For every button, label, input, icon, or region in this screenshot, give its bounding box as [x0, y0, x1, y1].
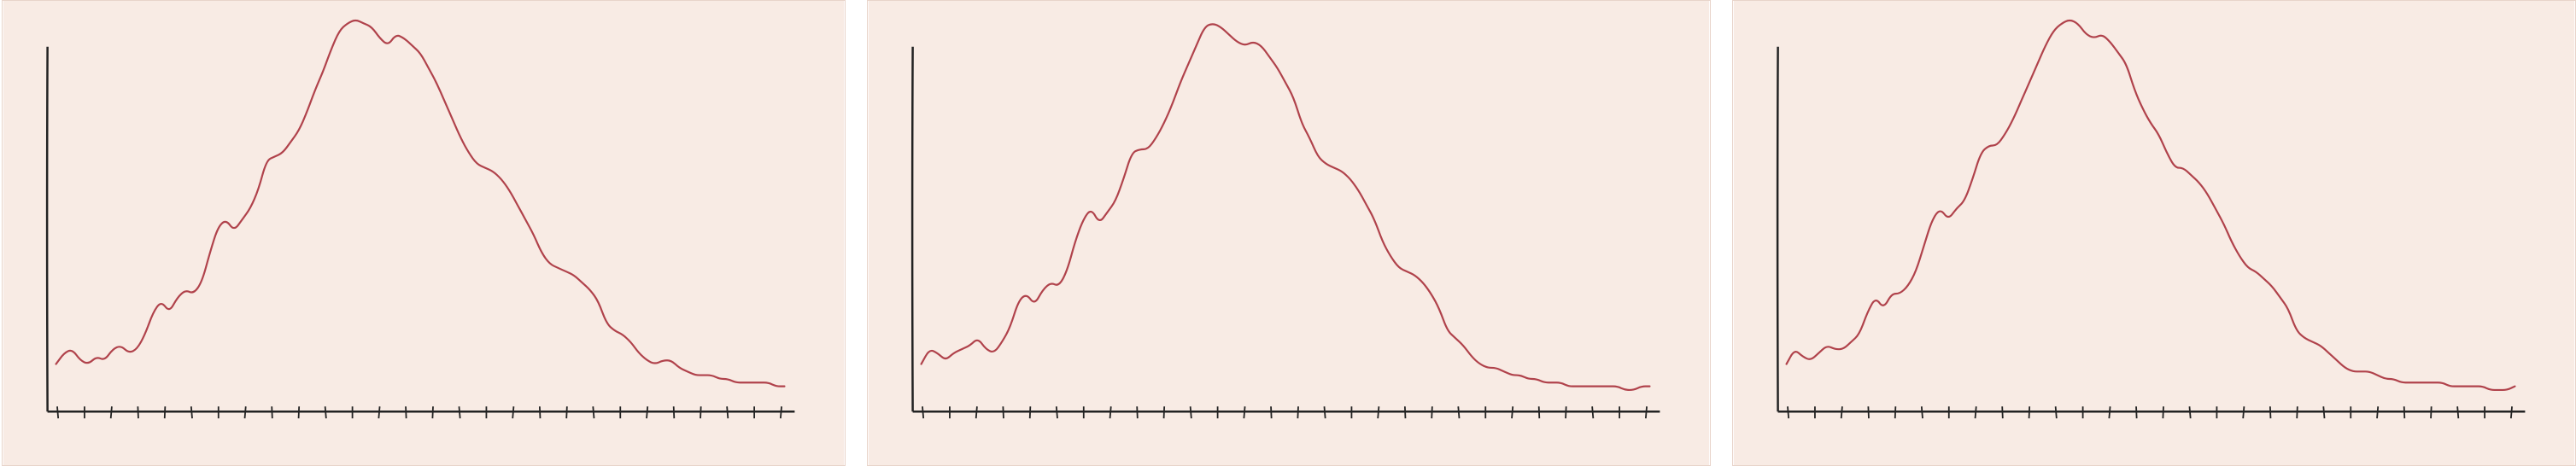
- x-tick: [1323, 406, 1326, 419]
- x-tick: [1644, 406, 1648, 419]
- x-tick: [1377, 406, 1380, 419]
- plot-background: [1733, 1, 2575, 465]
- x-tick: [378, 406, 381, 419]
- x-tick: [2456, 406, 2460, 419]
- plot-background: [3, 1, 845, 465]
- x-tick: [1002, 406, 1004, 419]
- x-tick: [1591, 406, 1595, 419]
- x-tick: [190, 406, 193, 419]
- line-chart-3: [1733, 1, 2575, 465]
- x-tick: [1297, 406, 1299, 419]
- plot-background: [868, 1, 1710, 465]
- x-tick: [2242, 406, 2245, 419]
- x-tick: [2135, 406, 2138, 419]
- x-tick: [2322, 406, 2326, 419]
- line-chart-2: [868, 1, 1710, 465]
- x-tick: [565, 406, 568, 419]
- x-tick: [2054, 406, 2058, 419]
- x-tick: [975, 406, 978, 419]
- x-tick: [922, 406, 925, 419]
- x-tick: [700, 406, 702, 419]
- x-tick: [1840, 406, 1843, 419]
- x-tick: [431, 406, 434, 419]
- line-chart-1: [3, 1, 845, 465]
- series-line: [920, 23, 1651, 392]
- x-tick: [1431, 406, 1433, 419]
- x-tick: [2108, 406, 2111, 419]
- x-tick: [1162, 406, 1166, 419]
- x-tick: [405, 406, 407, 419]
- x-tick: [109, 406, 113, 419]
- x-tick: [1109, 406, 1112, 419]
- x-tick: [672, 406, 676, 419]
- x-tick: [2430, 406, 2433, 419]
- x-tick: [2376, 406, 2380, 419]
- x-tick: [2188, 406, 2192, 419]
- chart-panel-3: [1732, 0, 2576, 466]
- x-tick: [1920, 406, 1923, 419]
- x-tick: [1867, 406, 1870, 419]
- series-line: [55, 19, 786, 387]
- x-tick: [1403, 406, 1407, 419]
- x-tick: [2509, 406, 2513, 419]
- series-line: [1785, 19, 2516, 392]
- x-tick: [1787, 406, 1790, 419]
- x-tick: [2269, 406, 2272, 419]
- x-tick: [592, 406, 595, 419]
- x-tick: [1136, 406, 1139, 419]
- x-tick: [458, 406, 461, 419]
- x-tick: [1028, 406, 1032, 419]
- x-tick: [297, 406, 301, 419]
- x-tick: [779, 406, 782, 419]
- x-tick: [538, 406, 542, 419]
- x-tick: [1894, 406, 1897, 419]
- x-tick: [2403, 406, 2406, 419]
- x-tick: [56, 406, 60, 419]
- x-tick: [324, 406, 327, 419]
- x-tick: [1457, 406, 1461, 419]
- x-tick: [2028, 406, 2031, 419]
- x-tick: [163, 406, 167, 419]
- chart-panel-1: [2, 0, 846, 466]
- x-tick: [512, 406, 515, 419]
- x-tick: [726, 406, 729, 419]
- chart-panel-2: [867, 0, 1711, 466]
- x-tick: [1537, 406, 1541, 419]
- x-tick: [1270, 406, 1273, 419]
- x-tick: [2296, 406, 2298, 419]
- x-tick: [1511, 406, 1514, 419]
- x-tick: [2001, 406, 2004, 419]
- x-tick: [243, 406, 247, 419]
